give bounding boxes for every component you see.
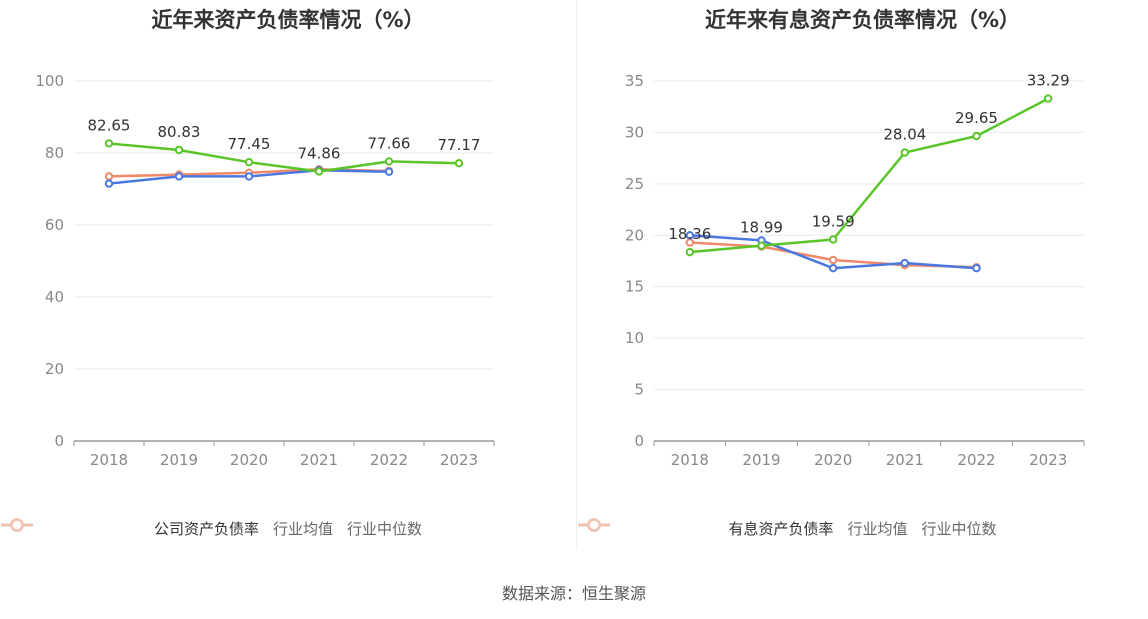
x-tick-label: 2018 <box>671 451 709 469</box>
data-label: 18.99 <box>740 219 783 237</box>
data-point-company <box>314 167 324 176</box>
data-point-company <box>972 131 981 141</box>
x-tick-label: 2018 <box>90 451 128 469</box>
x-tick-label: 2019 <box>742 451 780 469</box>
data-label: 77.66 <box>368 134 411 152</box>
y-tick-label: 20 <box>625 226 644 244</box>
data-point-company <box>685 247 695 257</box>
data-point-company <box>900 148 910 157</box>
chart-title: 近年来有息资产负债率情况（%） <box>704 8 1021 32</box>
legend-label: 行业中位数 <box>921 520 997 538</box>
data-label: 18.36 <box>668 225 711 243</box>
data-point-industry_median <box>104 172 114 181</box>
data-point-industry_avg <box>828 264 838 273</box>
y-tick-label: 35 <box>625 72 644 90</box>
chart-legend: 公司资产负债率 行业均值 行业中位数 <box>0 518 576 539</box>
data-label: 77.45 <box>228 135 271 153</box>
y-tick-label: 40 <box>45 288 64 306</box>
legend-item-company[interactable]: 公司资产负债率 <box>1 518 259 539</box>
data-point-industry_avg <box>174 172 184 181</box>
chart-panel-debt-ratio: 近年来资产负债率情况（%） 0 20 40 60 80 100 2018 2019 2020 20… <box>0 0 576 560</box>
data-point-industry_avg <box>972 264 981 273</box>
legend-item-industry-avg[interactable]: 行业均值 <box>578 518 908 539</box>
data-label: 19.59 <box>812 213 855 231</box>
legend-item-industry-median[interactable]: 行业中位数 <box>578 518 997 539</box>
data-point-industry_avg <box>685 231 695 240</box>
data-point-company <box>454 158 464 168</box>
x-tick-label: 2023 <box>440 451 478 469</box>
panel-divider <box>576 0 577 550</box>
y-tick-label: 10 <box>625 329 644 347</box>
data-point-industry_avg <box>384 167 394 176</box>
data-point-company <box>384 157 394 166</box>
x-tick-label: 2020 <box>814 451 852 469</box>
data-point-company <box>1043 94 1053 103</box>
legend-item-industry-avg[interactable]: 行业均值 <box>1 518 333 539</box>
x-tick-label: 2020 <box>230 451 268 469</box>
interest-bearing-ratio-chart: 0 5 10 15 20 25 30 35 2018 2019 2020 2021 2022 2023 18… <box>625 72 1085 469</box>
legend-label: 有息资产负债率 <box>728 520 834 538</box>
chart-legend: 有息资产负债率 行业均值 行业中位数 <box>577 518 1148 539</box>
data-label: 29.65 <box>955 109 998 127</box>
data-label: 82.65 <box>88 116 131 134</box>
x-tick-label: 2023 <box>1029 451 1067 469</box>
legend-label: 行业均值 <box>847 520 908 538</box>
chart-title: 近年来资产负债率情况（%） <box>151 8 425 32</box>
x-tick-label: 2019 <box>160 451 198 469</box>
y-tick-label: 80 <box>45 144 64 162</box>
data-point-company <box>104 139 114 148</box>
legend-line-circle-icon <box>1 518 33 532</box>
data-label: 33.29 <box>1027 72 1070 90</box>
legend-item-company[interactable]: 有息资产负债率 <box>578 518 834 539</box>
x-tick-label: 2021 <box>300 451 338 469</box>
y-tick-label: 15 <box>625 278 644 296</box>
data-point-industry_avg <box>900 258 910 268</box>
series-line-company <box>108 142 460 173</box>
data-label: 74.86 <box>298 145 341 163</box>
legend-label: 公司资产负债率 <box>153 520 259 538</box>
data-point-company <box>828 235 838 244</box>
chart-panel-interest-bearing-ratio: 近年来有息资产负债率情况（%） 0 5 10 15 20 25 30 35 2018 2019 20… <box>577 0 1148 560</box>
data-point-company <box>244 157 254 167</box>
y-tick-label: 100 <box>35 72 64 90</box>
y-tick-label: 20 <box>45 360 64 378</box>
data-label: 28.04 <box>883 126 926 144</box>
legend-line-circle-icon <box>578 518 610 532</box>
y-tick-label: 60 <box>45 216 64 234</box>
debt-ratio-chart: 0 20 40 60 80 100 2018 2019 2020 2021 2022 2023 82.6… <box>35 72 495 469</box>
legend-item-industry-median[interactable]: 行业中位数 <box>1 518 423 539</box>
data-point-industry_avg <box>244 172 254 181</box>
x-tick-label: 2021 <box>886 451 924 469</box>
y-tick-label: 30 <box>625 123 644 141</box>
data-source-note: 数据来源：恒生聚源 <box>501 584 646 603</box>
data-point-industry_avg <box>104 179 114 188</box>
x-tick-label: 2022 <box>370 451 408 469</box>
data-label: 80.83 <box>158 123 201 141</box>
data-point-industry_median <box>828 255 838 265</box>
data-point-company <box>174 145 184 155</box>
legend-label: 行业中位数 <box>347 520 423 538</box>
y-tick-label: 0 <box>54 432 64 450</box>
y-tick-label: 25 <box>625 175 644 193</box>
data-point-company <box>757 241 766 250</box>
data-label: 77.17 <box>438 136 481 154</box>
y-tick-label: 5 <box>634 381 644 399</box>
y-tick-label: 0 <box>634 432 644 450</box>
series-line-company <box>689 97 1049 254</box>
x-tick-label: 2022 <box>957 451 995 469</box>
legend-label: 行业均值 <box>272 520 333 538</box>
